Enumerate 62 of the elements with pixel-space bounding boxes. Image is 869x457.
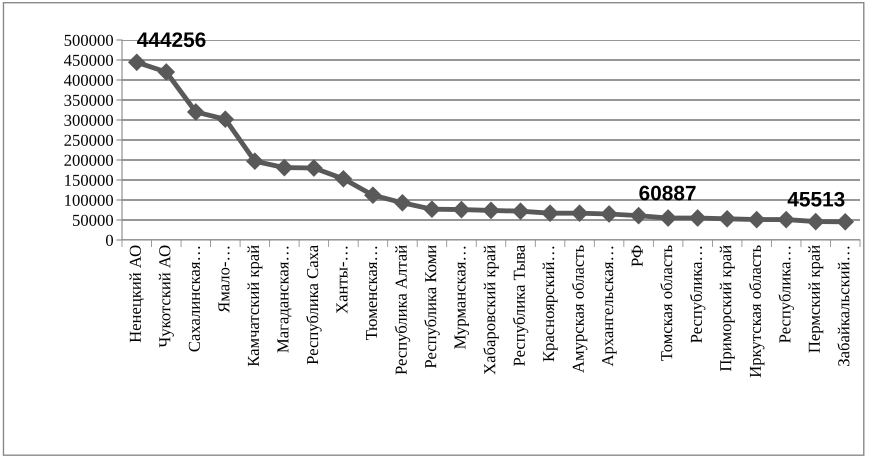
x-tick-label: Республика Саха [306, 245, 322, 364]
y-tick-label: 150000 [65, 174, 114, 186]
y-tick-label: 200000 [64, 154, 114, 166]
y-tick-label: 450000 [64, 54, 114, 66]
point [394, 194, 411, 212]
x-tick-label: Сахалинская… [188, 246, 200, 352]
point [807, 213, 824, 230]
x-tick-label: Амурская область [572, 245, 588, 373]
x-tick-label: Архангельская… [602, 246, 617, 366]
data-label: 444256 [137, 32, 206, 48]
point [482, 202, 500, 219]
y-tick-label: 350000 [64, 94, 114, 106]
x-tick-label: Республика… [690, 246, 706, 343]
point [512, 202, 530, 220]
x-tick-label: Пермский край [808, 245, 824, 353]
point [778, 211, 795, 228]
x-tick-label: Ханты-… [336, 246, 348, 314]
point [158, 63, 175, 81]
point [452, 201, 470, 218]
x-tick-label: РФ [632, 246, 643, 267]
x-tick-label: Ямало-… [218, 246, 230, 313]
x-tick-label: Забайкальский… [837, 246, 850, 366]
x-tick-label: Республика… [778, 246, 794, 343]
y-tick-label: 0 [106, 234, 114, 246]
point [246, 152, 264, 170]
y-tick-label: 500000 [64, 34, 114, 46]
point [748, 211, 766, 228]
point [216, 110, 234, 128]
x-tick-label: Ненецкий АО [129, 246, 144, 342]
x-tick-label: Чукотский АО [158, 246, 174, 348]
point [571, 204, 588, 222]
y-tick-label: 250000 [64, 134, 114, 146]
x-tick-label: Мурманская… [454, 246, 470, 349]
x-tick-label: Камчатский край [247, 245, 262, 366]
x-tick-label: Приморский край [720, 245, 735, 372]
x-tick-label: Республика Тыва [512, 245, 528, 366]
x-tick-label: Томская область [660, 245, 672, 361]
point [364, 186, 382, 204]
point [334, 170, 352, 188]
x-tick-label: Хабаровский край [483, 245, 499, 374]
y-tick-label: 50000 [72, 214, 114, 226]
point [689, 209, 706, 227]
x-tick-label: Республика Алтай [394, 245, 410, 375]
point [187, 103, 204, 121]
x-tick-label: Тюменская… [366, 246, 378, 340]
point [305, 159, 322, 177]
point [630, 207, 648, 224]
point [836, 213, 854, 230]
point [600, 205, 618, 223]
data-label: 45513 [788, 192, 844, 207]
x-tick-label: Магаданская… [277, 246, 292, 353]
x-tick-label: Республика Коми [424, 245, 440, 368]
y-tick-label: 100000 [65, 194, 114, 206]
point [660, 209, 677, 227]
point [718, 210, 736, 228]
point [128, 54, 146, 71]
x-tick-label: Красноярский… [542, 246, 558, 362]
point [276, 159, 293, 176]
x-tick-label: Иркутская область [748, 245, 764, 378]
y-tick-label: 300000 [64, 114, 114, 126]
y-tick-label: 400000 [64, 74, 114, 86]
data-label: 60887 [639, 186, 696, 200]
